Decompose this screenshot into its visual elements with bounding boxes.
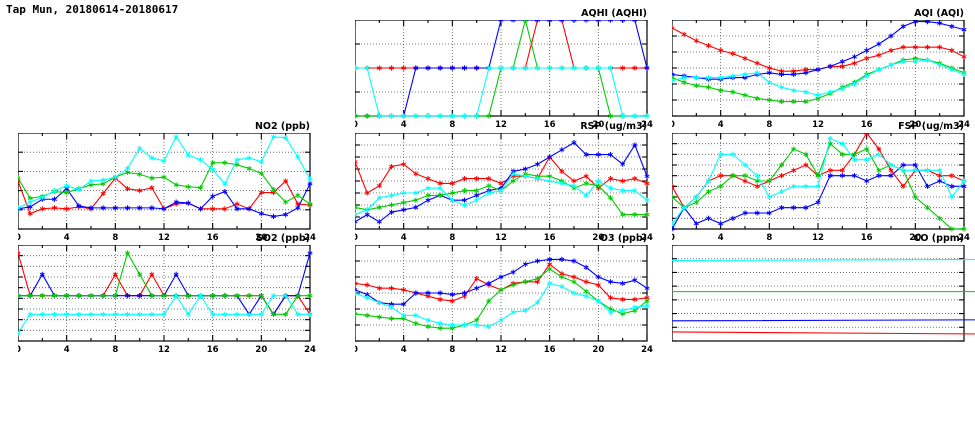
svg-text:4: 4 — [64, 345, 70, 355]
panel-title-no2: NO2 (ppb) — [254, 121, 310, 132]
panel-blank — [18, 20, 310, 116]
svg-text:8: 8 — [449, 345, 455, 355]
svg-text:8: 8 — [766, 120, 772, 130]
svg-text:8: 8 — [112, 233, 118, 243]
svg-text:16: 16 — [544, 120, 556, 130]
svg-text:16: 16 — [207, 345, 219, 355]
svg-text:20: 20 — [255, 345, 267, 355]
svg-text:4: 4 — [718, 120, 724, 130]
svg-text:20: 20 — [592, 120, 604, 130]
svg-text:8: 8 — [112, 345, 118, 355]
svg-text:0: 0 — [355, 345, 358, 355]
svg-text:20: 20 — [592, 345, 604, 355]
svg-text:12: 12 — [158, 233, 170, 243]
plot-rsp: 10152025303540455004812162024 — [355, 133, 653, 243]
svg-text:4: 4 — [401, 345, 407, 355]
svg-text:24: 24 — [304, 233, 316, 243]
panel-o3: O3 (ppb)2030405060708004812162024 — [355, 233, 653, 355]
panel-title-fsp: FSP (ug/m3) — [898, 121, 964, 132]
panel-so2: SO2 (ppb)1.82.02.22.42.62.83.03.23.43.60… — [18, 233, 316, 355]
panel-title-aqi: AQI (AQI) — [914, 8, 964, 19]
svg-text:4: 4 — [401, 120, 407, 130]
svg-text:12: 12 — [812, 120, 824, 130]
svg-text:0: 0 — [18, 345, 21, 355]
svg-text:24: 24 — [304, 345, 316, 355]
plot-aqhi: 3.03.54.04.55.004812162024 — [355, 20, 653, 130]
plot-co: 0.350.400.450.500.550.600.650.70 — [672, 245, 975, 342]
panel-aqhi: AQHI (AQHI)3.03.54.04.55.004812162024 — [355, 8, 653, 130]
svg-text:0: 0 — [355, 233, 358, 243]
svg-text:24: 24 — [641, 120, 653, 130]
panel-co: CO (ppm)0.350.400.450.500.550.600.650.70 — [672, 233, 975, 342]
svg-text:16: 16 — [861, 120, 873, 130]
svg-text:8: 8 — [766, 233, 772, 243]
panel-no2: NO2 (ppb)024681004812162024 — [18, 121, 316, 243]
svg-text:12: 12 — [495, 233, 507, 243]
svg-text:24: 24 — [641, 233, 653, 243]
svg-text:20: 20 — [909, 120, 921, 130]
svg-text:4: 4 — [401, 233, 407, 243]
svg-text:24: 24 — [958, 120, 970, 130]
svg-text:20: 20 — [592, 233, 604, 243]
panel-title-o3: O3 (ppb) — [599, 233, 647, 244]
plot-o3: 2030405060708004812162024 — [355, 245, 653, 355]
svg-text:16: 16 — [544, 345, 556, 355]
svg-text:12: 12 — [495, 345, 507, 355]
svg-text:24: 24 — [958, 233, 970, 243]
panel-title-rsp: RSP (ug/m3) — [580, 121, 647, 132]
plot-aqi: 2030405060708004812162024 — [672, 20, 970, 130]
svg-text:12: 12 — [495, 120, 507, 130]
panel-aqi: AQI (AQI)2030405060708004812162024 — [672, 8, 970, 130]
plot-so2: 1.82.02.22.42.62.83.03.23.43.60481216202… — [18, 245, 316, 355]
svg-text:16: 16 — [861, 233, 873, 243]
svg-text:0: 0 — [18, 233, 21, 243]
plot-fsp: 68101214161820222404812162024 — [672, 133, 970, 243]
svg-text:4: 4 — [718, 233, 724, 243]
panel-title-aqhi: AQHI (AQHI) — [581, 8, 647, 19]
svg-text:8: 8 — [449, 120, 455, 130]
svg-text:16: 16 — [544, 233, 556, 243]
panel-title-so2: SO2 (ppb) — [256, 233, 310, 244]
svg-text:4: 4 — [64, 233, 70, 243]
panel-title-co: CO (ppm) — [913, 233, 964, 244]
panel-fsp: FSP (ug/m3)68101214161820222404812162024 — [672, 121, 970, 243]
svg-text:12: 12 — [812, 233, 824, 243]
page-title: Tap Mun, 20180614-20180617 — [6, 3, 179, 16]
svg-text:20: 20 — [909, 233, 921, 243]
svg-text:24: 24 — [641, 345, 653, 355]
svg-text:0: 0 — [355, 120, 358, 130]
panel-rsp: RSP (ug/m3)10152025303540455004812162024 — [355, 121, 653, 243]
svg-text:8: 8 — [449, 233, 455, 243]
svg-text:12: 12 — [158, 345, 170, 355]
plot-no2: 024681004812162024 — [18, 133, 316, 243]
svg-text:0: 0 — [672, 233, 675, 243]
svg-text:20: 20 — [255, 233, 267, 243]
svg-text:0: 0 — [672, 120, 675, 130]
svg-text:16: 16 — [207, 233, 219, 243]
